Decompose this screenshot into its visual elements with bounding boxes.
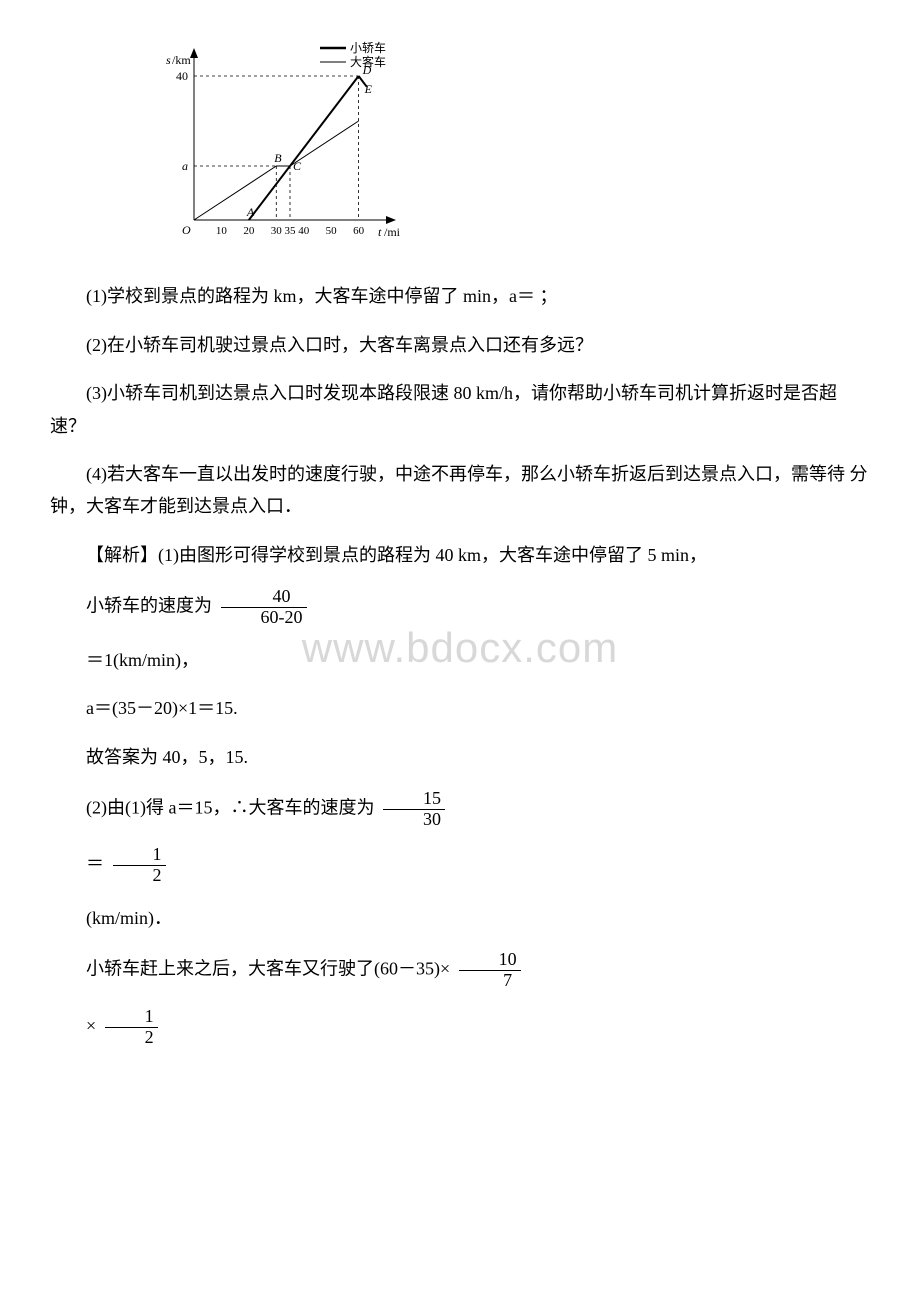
svg-text:t: t (378, 225, 382, 239)
svg-text:40: 40 (298, 225, 310, 237)
frac-den: 30 (383, 810, 445, 830)
svg-text:20: 20 (243, 225, 255, 237)
page-content: 小轿车大客车s/kmt/minO1020303540506040aABCDE (… (50, 40, 870, 1048)
solution-9: 小轿车赶上来之后，大客车又行驶了(60－35)× 10 7 (50, 950, 870, 991)
fraction-5: 1 2 (105, 1007, 158, 1048)
solution-4: a＝(35－20)×1＝15. (50, 692, 870, 724)
svg-text:D: D (362, 63, 372, 77)
frac-den: 7 (459, 971, 521, 991)
solution-6-text: (2)由(1)得 a＝15，∴大客车的速度为 (86, 797, 379, 817)
solution-10: × 1 2 (50, 1007, 870, 1048)
svg-text:40: 40 (176, 69, 188, 83)
frac-num: 1 (113, 845, 166, 866)
frac-den: 2 (105, 1028, 158, 1048)
solution-9-text: 小轿车赶上来之后，大客车又行驶了(60－35)× (86, 959, 455, 979)
question-3: (3)小轿车司机到达景点入口时发现本路段限速 80 km/h，请你帮助小轿车司机… (50, 377, 870, 442)
frac-num: 1 (105, 1007, 158, 1028)
svg-text:10: 10 (216, 225, 228, 237)
svg-text:A: A (246, 205, 255, 219)
svg-text:a: a (182, 159, 188, 173)
frac-den: 2 (113, 866, 166, 886)
solution-10-text: × (86, 1015, 101, 1035)
svg-text:O: O (182, 223, 191, 237)
solution-6: (2)由(1)得 a＝15，∴大客车的速度为 15 30 (50, 789, 870, 830)
frac-den: 60-20 (221, 608, 307, 628)
fraction-4: 10 7 (459, 950, 521, 991)
svg-text:E: E (364, 82, 373, 96)
svg-text:小轿车: 小轿车 (350, 40, 386, 55)
chart-container: 小轿车大客车s/kmt/minO1020303540506040aABCDE (150, 40, 870, 260)
solution-7: ＝ 1 2 (50, 845, 870, 886)
frac-num: 40 (221, 587, 307, 608)
svg-text:C: C (293, 159, 302, 173)
solution-8: (km/min)． (50, 902, 870, 934)
solution-2-text: 小轿车的速度为 (86, 596, 217, 616)
svg-text:35: 35 (285, 225, 297, 237)
distance-time-chart: 小轿车大客车s/kmt/minO1020303540506040aABCDE (150, 40, 400, 250)
solution-1: 【解析】(1)由图形可得学校到景点的路程为 40 km，大客车途中停留了 5 m… (50, 539, 870, 571)
question-4: (4)若大客车一直以出发时的速度行驶，中途不再停车，那么小轿车折返后到达景点入口… (50, 458, 870, 523)
svg-text:50: 50 (326, 225, 338, 237)
question-1: (1)学校到景点的路程为 km，大客车途中停留了 min，a＝ ； (50, 280, 870, 312)
svg-text:s: s (166, 53, 171, 67)
svg-text:60: 60 (353, 225, 365, 237)
solution-3: ＝1(km/min)， (50, 644, 870, 676)
solution-2: 小轿车的速度为 40 60-20 (50, 587, 870, 628)
fraction-1: 40 60-20 (221, 587, 307, 628)
question-2: (2)在小轿车司机驶过景点入口时，大客车离景点入口还有多远？ (50, 329, 870, 361)
svg-text:/km: /km (172, 53, 191, 67)
svg-text:30: 30 (271, 225, 283, 237)
svg-text:B: B (274, 151, 282, 165)
fraction-2: 15 30 (383, 789, 445, 830)
svg-text:/min: /min (384, 225, 400, 239)
fraction-3: 1 2 (113, 845, 166, 886)
solution-5: 故答案为 40，5，15. (50, 741, 870, 773)
frac-num: 10 (459, 950, 521, 971)
frac-num: 15 (383, 789, 445, 810)
solution-7-text: ＝ (86, 854, 109, 874)
